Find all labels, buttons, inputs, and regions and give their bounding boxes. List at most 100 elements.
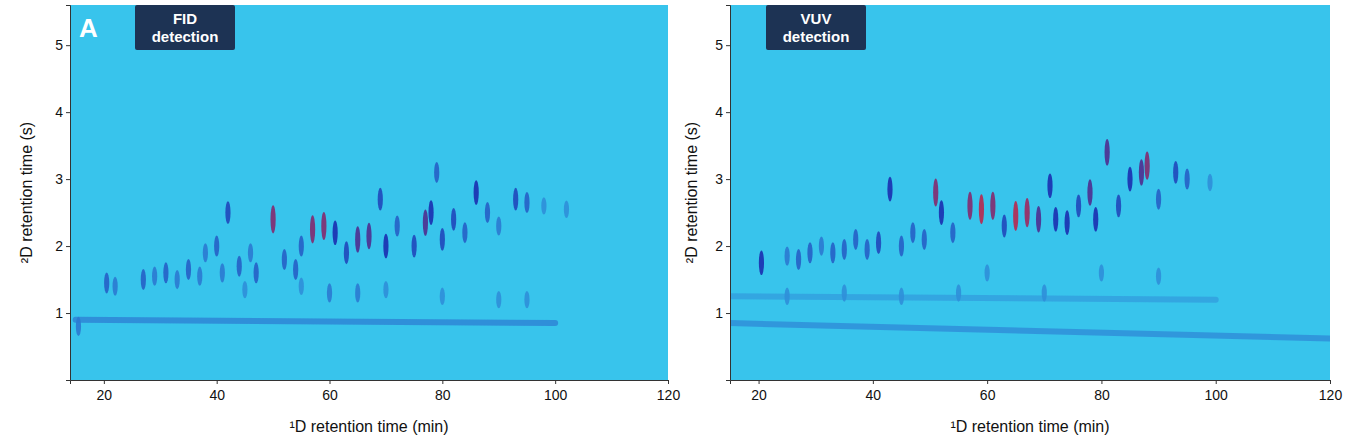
peak [141,269,146,290]
peak [474,180,479,205]
figure: 2040608010012012345¹D retention time (mi… [0,0,1351,447]
peak [939,200,944,225]
y-tick: 3 [715,171,730,187]
x-tick-mark [1216,380,1217,384]
peak [1173,161,1178,184]
peak [759,251,764,276]
plot-marks [730,139,1330,338]
x-tick-label: 120 [1319,387,1343,403]
y-tick-mark [726,45,730,46]
band [76,320,556,323]
title: VUVdetection [783,10,850,45]
peak [956,284,961,301]
peak [899,236,904,257]
peak [197,267,202,286]
peak [1076,194,1081,217]
peak [496,216,501,235]
y-tick-mark [66,313,70,314]
x-tick: 80 [435,380,451,403]
peak [842,239,847,260]
y-tick: 1 [715,305,730,321]
peak [412,235,417,258]
x-tick: 20 [751,380,767,403]
peak [876,231,881,254]
plot-marks [76,162,569,336]
title-box: FIDdetection [135,5,235,50]
peak [1093,207,1098,232]
peak [282,249,287,270]
peak [819,236,824,255]
peak [225,201,230,224]
peak [220,263,225,282]
x-axis: 20406080100120 [731,380,1343,403]
peak [451,208,456,231]
y-tick: 2 [715,238,730,254]
peak [152,267,157,286]
x-tick: 60 [322,380,338,403]
peak [327,283,332,302]
x-tick: 60 [980,380,996,403]
x-tick-label: 40 [209,387,225,403]
title-line: VUV [801,10,832,27]
peak [321,212,326,240]
y-tick-mark [66,179,70,180]
peak [1042,284,1047,301]
title-line: FID [173,10,197,27]
peak [922,229,927,250]
y-tick-mark [726,246,730,247]
y-axis-line [726,6,731,381]
peak [1013,201,1018,231]
y-tick-label: 3 [715,171,723,187]
x-tick-label: 60 [322,387,338,403]
panel: 2040608010012012345¹D retention time (mi… [683,5,1342,435]
peak [383,281,388,298]
y-tick-label: 2 [55,238,63,254]
x-tick: 120 [1319,380,1343,403]
y-tick: 5 [715,37,730,53]
peak [378,188,383,211]
peak [1156,268,1161,285]
peak [887,177,892,202]
x-axis: 20 40 60 80 100 120 [71,380,681,403]
y-axis-title: ²D retention time (s) [18,122,35,263]
x-tick-mark [873,380,874,384]
peak [1036,206,1041,232]
plot-background [70,5,668,380]
peak [910,222,915,243]
peak [203,243,208,262]
peak [299,278,304,295]
peak [355,283,360,302]
y-tick: 2 [55,238,70,254]
y-tick-label: 1 [55,305,63,321]
peak [440,288,445,305]
peak [979,194,984,224]
y-tick: 1 [55,305,70,321]
peak [830,242,835,263]
peak [175,270,180,289]
x-tick: 120 [657,380,681,403]
y-axis: 12345 [715,6,730,381]
peak [541,197,546,214]
y-tick-label: 2 [715,238,723,254]
x-tick-label: 20 [97,387,113,403]
peak [1105,139,1110,165]
x-tick-label: 100 [544,387,568,403]
band [730,323,1330,338]
peak [1156,189,1161,210]
peak [293,259,298,280]
title-line: detection [783,28,850,45]
x-tick-mark [1101,380,1102,384]
peak [186,259,191,280]
x-tick-label: 80 [1094,387,1110,403]
peak [310,215,315,243]
y-tick-mark [66,246,70,247]
title-box-background [135,5,235,50]
x-tick-label: 100 [1205,387,1229,403]
y-tick-label: 4 [55,104,63,120]
peak [383,234,388,259]
peak [163,262,168,283]
x-axis-title: ¹D retention time (min) [950,418,1109,435]
peak [434,162,439,183]
peak [76,317,81,336]
x-axis-line [731,381,1331,385]
